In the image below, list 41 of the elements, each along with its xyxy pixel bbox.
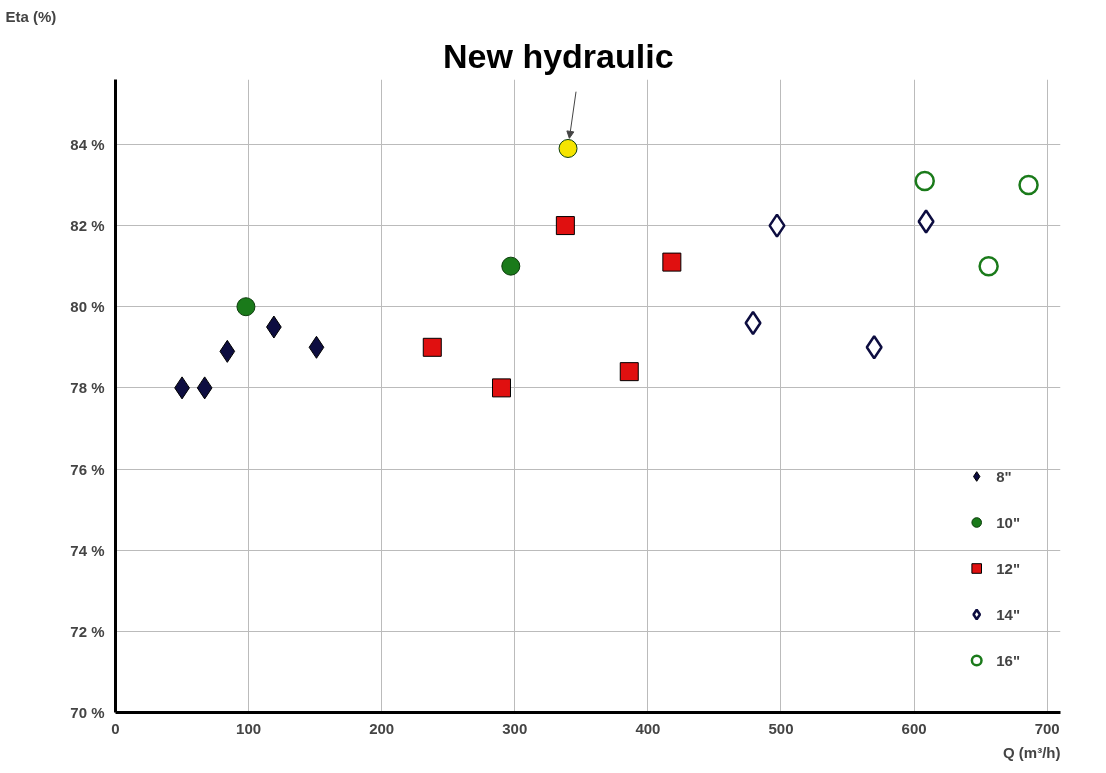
legend-label: 10" bbox=[996, 513, 1020, 531]
point bbox=[768, 213, 786, 238]
y-tick-label: 74 % bbox=[70, 541, 105, 559]
legend-label: 8" bbox=[996, 467, 1013, 485]
x-axis-title: Q (m³/h) bbox=[1003, 743, 1061, 761]
point bbox=[196, 376, 213, 400]
x-tick-label: 400 bbox=[635, 719, 661, 737]
point bbox=[865, 335, 883, 360]
point bbox=[1018, 174, 1039, 196]
x-tick-label: 100 bbox=[236, 719, 262, 737]
y-tick-label: 78 % bbox=[70, 379, 105, 397]
x-tick-label: 500 bbox=[768, 719, 794, 737]
y-tick-label: 76 % bbox=[70, 460, 105, 478]
point bbox=[978, 255, 999, 277]
legend-label: 12" bbox=[996, 559, 1020, 577]
x-tick-label: 700 bbox=[1034, 719, 1060, 737]
point bbox=[558, 139, 578, 158]
point bbox=[914, 170, 935, 192]
x-tick-label: 300 bbox=[502, 719, 528, 737]
point bbox=[917, 209, 935, 234]
point bbox=[236, 297, 256, 317]
y-axis-title: Eta (%) bbox=[5, 7, 57, 25]
y-tick-label: 84 % bbox=[70, 135, 105, 153]
x-tick-label: 600 bbox=[901, 719, 927, 737]
y-tick-label: 72 % bbox=[70, 622, 105, 640]
point bbox=[422, 337, 442, 357]
x-tick-label: 200 bbox=[369, 719, 395, 737]
point bbox=[619, 362, 639, 382]
legend-label: 14" bbox=[996, 605, 1020, 623]
point bbox=[555, 216, 575, 236]
y-tick-label: 70 % bbox=[70, 704, 105, 721]
point bbox=[219, 339, 236, 363]
point bbox=[662, 252, 682, 272]
y-tick-label: 80 % bbox=[70, 298, 105, 316]
point bbox=[491, 378, 511, 398]
point bbox=[501, 256, 521, 276]
point bbox=[308, 335, 325, 359]
x-tick-label: 0 bbox=[111, 719, 120, 737]
annotation: New hydraulic bbox=[443, 36, 674, 75]
y-tick-label: 82 % bbox=[70, 217, 105, 235]
legend-label: 16" bbox=[996, 651, 1020, 669]
